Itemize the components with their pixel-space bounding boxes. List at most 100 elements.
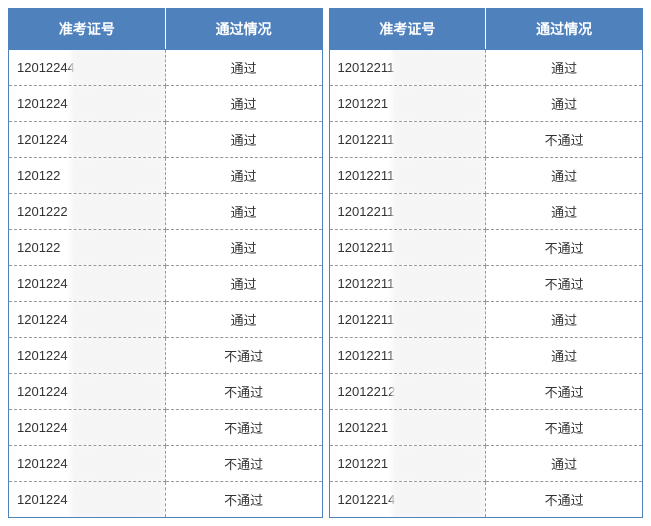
id-visible-text: 120122 <box>17 168 60 183</box>
redaction-mask <box>71 158 165 194</box>
cell-id: 1201224 <box>9 338 166 374</box>
cell-id: 120122 <box>9 230 166 266</box>
id-visible-text: 12012212 <box>338 384 396 399</box>
cell-id: 12012212 <box>329 374 486 410</box>
id-visible-text: 12012244 <box>17 60 75 75</box>
table-row: 12012212不通过 <box>329 374 643 410</box>
id-visible-text: 12012211 <box>338 168 395 183</box>
cell-id: 1201224 <box>9 410 166 446</box>
redaction-mask <box>71 230 165 266</box>
col-header-status: 通过情况 <box>486 9 643 50</box>
table-row: 1201222通过 <box>9 194 323 230</box>
cell-status: 不通过 <box>486 410 643 446</box>
table-row: 1201224通过 <box>9 266 323 302</box>
redaction-mask <box>392 158 486 194</box>
id-visible-text: 12012211 <box>338 276 395 291</box>
cell-id: 1201224 <box>9 374 166 410</box>
redaction-mask <box>71 446 165 482</box>
table-row: 120122通过 <box>9 230 323 266</box>
redaction-mask <box>392 338 486 374</box>
cell-status: 通过 <box>165 302 322 338</box>
table-row: 12012211 不通过 <box>329 266 643 302</box>
id-visible-text: 1201221 <box>338 456 389 471</box>
id-visible-text: 1201224 <box>17 96 68 111</box>
table-row: 1201221 通过 <box>329 446 643 482</box>
redaction-mask <box>392 50 486 86</box>
id-visible-text: 1201221 <box>338 420 389 435</box>
cell-id: 1201224 <box>9 86 166 122</box>
id-visible-text: 1201224 <box>17 276 68 291</box>
cell-id: 1201224 <box>9 266 166 302</box>
col-header-status: 通过情况 <box>165 9 322 50</box>
cell-status: 通过 <box>486 446 643 482</box>
id-visible-text: 1201224 <box>17 348 68 363</box>
col-header-id: 准考证号 <box>329 9 486 50</box>
table-row: 12012214不通过 <box>329 482 643 518</box>
cell-id: 12012211 <box>329 266 486 302</box>
redaction-mask <box>392 374 486 410</box>
redaction-mask <box>392 230 486 266</box>
redaction-mask <box>392 266 486 302</box>
table-row: 1201224 不通过 <box>9 446 323 482</box>
cell-status: 通过 <box>165 122 322 158</box>
cell-status: 通过 <box>486 86 643 122</box>
cell-id: 12012211 <box>329 122 486 158</box>
cell-status: 不通过 <box>165 338 322 374</box>
table-row: 1201224不通过 <box>9 410 323 446</box>
cell-id: 1201221 <box>329 446 486 482</box>
table-row: 12012211不通过 <box>329 122 643 158</box>
cell-id: 1201224 <box>9 482 166 518</box>
cell-status: 不通过 <box>486 482 643 518</box>
table-row: 1201221 通过 <box>329 86 643 122</box>
id-visible-text: 1201224 <box>17 456 68 471</box>
cell-status: 通过 <box>486 194 643 230</box>
redaction-mask <box>71 266 165 302</box>
cell-status: 不通过 <box>165 374 322 410</box>
cell-status: 不通过 <box>165 446 322 482</box>
table-row: 12012211通过 <box>329 338 643 374</box>
tables-container: 准考证号 通过情况 12012244通过1201224通过1201224通过12… <box>8 8 643 518</box>
table-row: 12012211 不通过 <box>329 230 643 266</box>
id-visible-text: 1201221 <box>338 96 389 111</box>
cell-id: 12012211 <box>329 338 486 374</box>
table-row: 1201224 不通过 <box>9 482 323 518</box>
cell-status: 不通过 <box>486 266 643 302</box>
cell-status: 不通过 <box>165 482 322 518</box>
id-visible-text: 12012211 <box>338 348 395 363</box>
cell-id: 12012211 <box>329 194 486 230</box>
left-table: 准考证号 通过情况 12012244通过1201224通过1201224通过12… <box>8 8 323 518</box>
cell-id: 12012211 <box>329 302 486 338</box>
cell-status: 通过 <box>165 50 322 86</box>
cell-id: 1201221 <box>329 410 486 446</box>
id-visible-text: 12012211 <box>338 240 395 255</box>
id-visible-text: 1201224 <box>17 312 68 327</box>
redaction-mask <box>392 194 486 230</box>
redaction-mask <box>71 122 165 158</box>
redaction-mask <box>392 302 486 338</box>
cell-id: 12012244 <box>9 50 166 86</box>
cell-id: 120122 <box>9 158 166 194</box>
table-row: 1201224 通过 <box>9 302 323 338</box>
table-row: 1201221 不通过 <box>329 410 643 446</box>
cell-status: 通过 <box>165 194 322 230</box>
cell-id: 1201221 <box>329 86 486 122</box>
table-row: 1201224 不通过 <box>9 338 323 374</box>
cell-status: 通过 <box>165 158 322 194</box>
redaction-mask <box>71 410 165 446</box>
id-visible-text: 1201224 <box>17 492 68 507</box>
right-table: 准考证号 通过情况 12012211通过1201221通过12012211不通过… <box>329 8 644 518</box>
col-header-id: 准考证号 <box>9 9 166 50</box>
cell-id: 12012214 <box>329 482 486 518</box>
cell-id: 12012211 <box>329 50 486 86</box>
redaction-mask <box>392 446 486 482</box>
cell-status: 不通过 <box>165 410 322 446</box>
table-row: 12012211通过 <box>329 158 643 194</box>
id-visible-text: 12012211 <box>338 204 395 219</box>
cell-status: 不通过 <box>486 230 643 266</box>
table-row: 1201224通过 <box>9 86 323 122</box>
redaction-mask <box>392 410 486 446</box>
table-row: 12012211通过 <box>329 302 643 338</box>
redaction-mask <box>71 86 165 122</box>
id-visible-text: 12012211 <box>338 60 395 75</box>
redaction-mask <box>71 50 165 86</box>
